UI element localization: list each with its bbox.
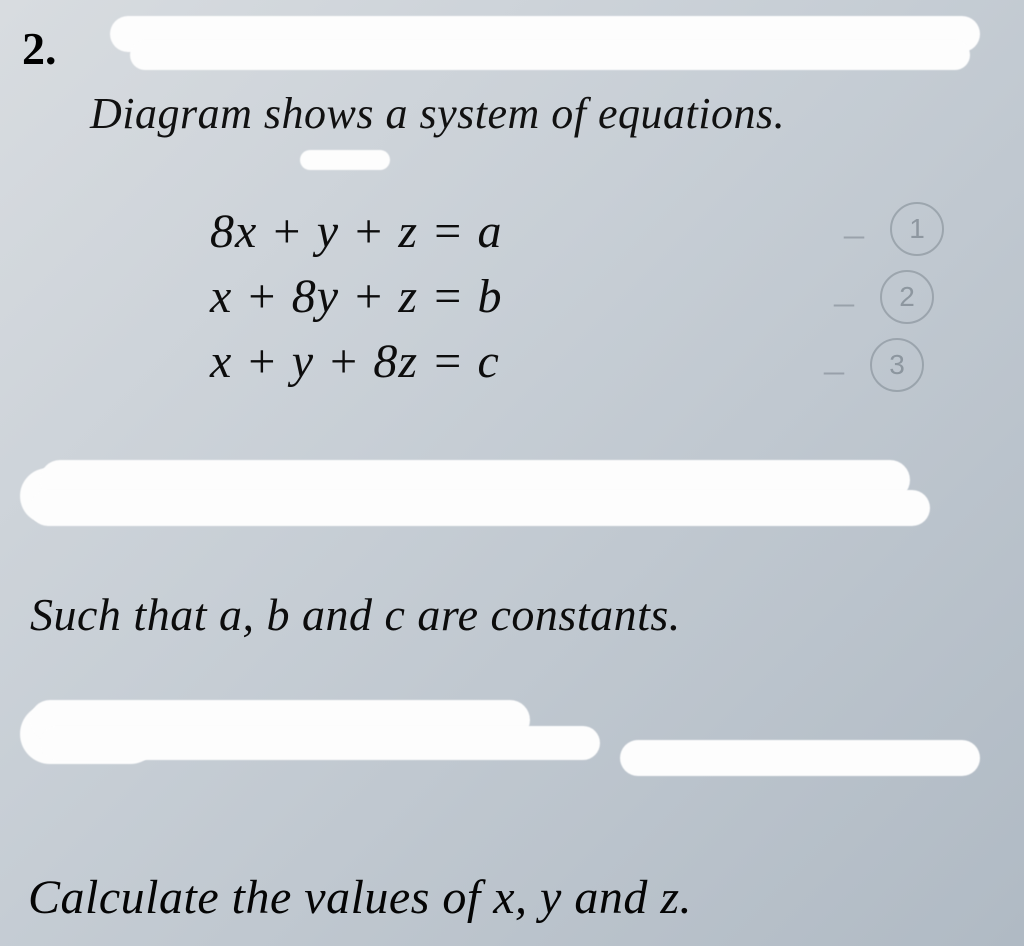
worksheet-page: 2. Diagram shows a system of equations. …: [0, 0, 1024, 946]
pencil-dash: –: [824, 346, 844, 393]
redaction-scribble: [300, 150, 390, 170]
redaction-scribble: [620, 740, 980, 776]
question-number: 2.: [22, 22, 57, 75]
redaction-scribble: [30, 490, 930, 526]
task-instruction: Calculate the values of x, y and z.: [28, 870, 692, 925]
question-prompt: Diagram shows a system of equations.: [90, 88, 785, 139]
equation-block: 8x + y + z = a x + 8y + z = b x + y + 8z…: [210, 200, 502, 394]
pencil-annotation-icon: 3: [870, 338, 924, 392]
redaction-scribble: [130, 40, 970, 70]
redaction-scribble: [40, 726, 600, 760]
pencil-annotation-icon: 2: [880, 270, 934, 324]
equation-line: x + 8y + z = b: [210, 265, 502, 330]
pencil-dash: –: [844, 210, 864, 257]
constants-note: Such that a, b and c are constants.: [30, 588, 681, 641]
equation-line: x + y + 8z = c: [210, 330, 502, 395]
pencil-dash: –: [834, 278, 854, 325]
equation-line: 8x + y + z = a: [210, 200, 502, 265]
pencil-annotation-icon: 1: [890, 202, 944, 256]
